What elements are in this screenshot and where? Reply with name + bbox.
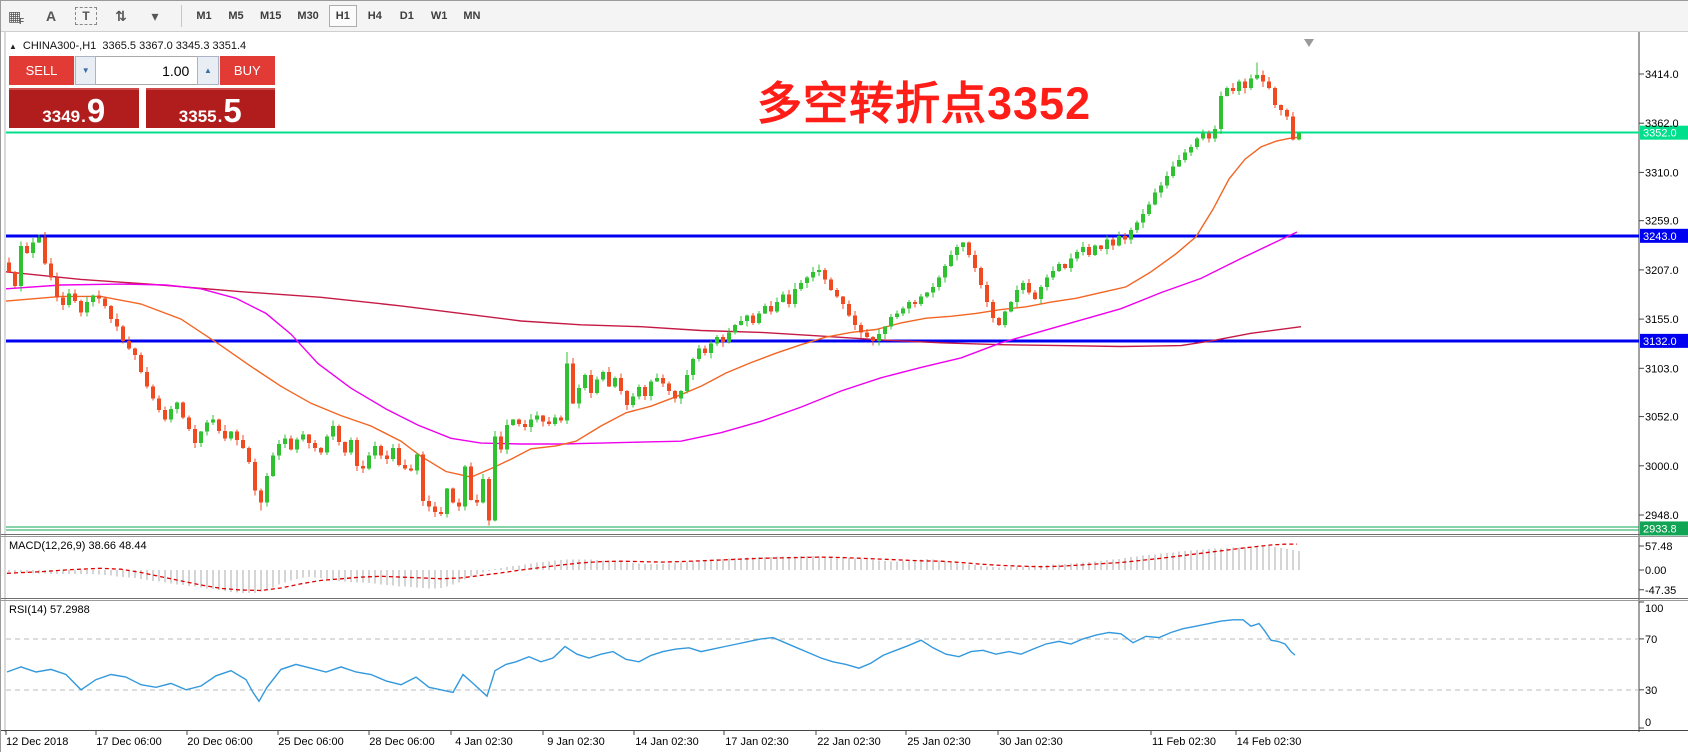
sell-price-pip: 9 <box>86 91 106 129</box>
time-axis: 12 Dec 2018 17 Dec 06:00 20 Dec 06:00 25 De… <box>5 731 1302 748</box>
buy-price-pip: 5 <box>223 91 242 129</box>
time-label: 4 Jan 02:30 <box>455 736 513 748</box>
svg-text:0: 0 <box>1645 717 1651 729</box>
symbol-period-label: CHINA300-,H1 <box>22 40 97 52</box>
sell-price-button[interactable]: 3349. 9 <box>9 88 139 128</box>
svg-text:3310.0: 3310.0 <box>1645 167 1679 179</box>
macd-label: MACD(12,26,9) 38.66 48.44 <box>9 540 147 552</box>
timeframe-button-mn[interactable]: MN <box>457 5 486 27</box>
chart-text-annotation: 多空转折点3352 <box>757 78 1092 129</box>
svg-text:3000.0: 3000.0 <box>1645 461 1679 473</box>
svg-text:3132.0: 3132.0 <box>1643 336 1677 348</box>
svg-text:0.00: 0.00 <box>1645 565 1666 577</box>
time-label: 30 Jan 02:30 <box>999 736 1063 748</box>
time-label: 28 Dec 06:00 <box>369 736 434 748</box>
svg-text:3362.0: 3362.0 <box>1645 118 1679 130</box>
svg-text:70: 70 <box>1645 634 1657 646</box>
svg-text:3352.0: 3352.0 <box>1643 128 1677 140</box>
price-tag-3243.0 <box>1640 228 1688 243</box>
ma-mid-magenta <box>5 231 1298 445</box>
chart-title-bar: ▲ CHINA300-,H1 3365.5 3367.0 3345.3 3351.… <box>9 40 246 52</box>
rsi-label: RSI(14) 57.2988 <box>9 604 90 616</box>
time-label: 9 Jan 02:30 <box>547 736 605 748</box>
svg-text:3414.0: 3414.0 <box>1645 69 1679 81</box>
price-axis: 3414.0 3362.0 3310.0 3259.0 3207.0 3155.0 3103… <box>1639 69 1679 522</box>
svg-text:2933.8: 2933.8 <box>1643 523 1677 535</box>
dropdown-caret-icon[interactable]: ▾ <box>151 7 159 24</box>
chart-collapse-icon[interactable]: ▲ <box>9 42 17 51</box>
caret-down-icon: ▼ <box>81 66 90 75</box>
one-click-trading-panel: SELL ▼ ▲ BUY 3349.9 3355.5 <box>9 56 275 128</box>
svg-text:3259.0: 3259.0 <box>1645 216 1679 228</box>
time-label: 25 Dec 06:00 <box>278 736 343 748</box>
svg-text:3207.0: 3207.0 <box>1645 265 1679 277</box>
timeframe-button-h1[interactable]: H1 <box>328 5 357 27</box>
candles <box>7 62 1301 526</box>
price-tags: 3352.0 3243.0 3132.0 2933.8 <box>1640 125 1688 536</box>
svg-text:-47.35: -47.35 <box>1645 585 1676 597</box>
svg-text:100: 100 <box>1645 603 1663 615</box>
rsi-line <box>6 619 1296 703</box>
svg-text:3103.0: 3103.0 <box>1645 363 1679 375</box>
ma-slow-crimson <box>5 271 1302 348</box>
svg-text:30: 30 <box>1645 685 1657 697</box>
horizontal-level-lines <box>6 131 1639 531</box>
svg-text:2948.0: 2948.0 <box>1645 510 1679 522</box>
top-toolbar: ▦ F A T ⇅ ▾ M1 M5 M15 M30 H1 H4 D1 W1 MN <box>1 1 1688 32</box>
time-label: 22 Jan 02:30 <box>817 736 881 748</box>
time-label: 11 Feb 02:30 <box>1152 736 1216 748</box>
caret-up-icon: ▲ <box>203 66 212 75</box>
timeframe-button-m15[interactable]: M15 <box>254 5 287 27</box>
time-label: 17 Jan 02:30 <box>725 736 789 748</box>
price-tag-2933.8 <box>1640 521 1688 536</box>
timeframe-button-h4[interactable]: H4 <box>361 5 389 27</box>
ohlc-values: 3365.5 3367.0 3345.3 3351.4 <box>102 40 247 52</box>
buy-price-button[interactable]: 3355. 5 <box>145 88 275 129</box>
svg-text:3243.0: 3243.0 <box>1643 231 1677 243</box>
time-label: 14 Feb 02:30 <box>1237 736 1302 748</box>
time-label: 12 Dec 2018 <box>6 736 68 748</box>
rsi-panel: 100 70 30 0 <box>6 601 1663 729</box>
cycle-arrows-icon[interactable]: ⇅ <box>115 7 127 24</box>
svg-text:3052.0: 3052.0 <box>1645 412 1679 424</box>
timeframe-button-group: M1 M5 M15 M30 H1 H4 D1 W1 MN <box>190 5 486 27</box>
sell-button[interactable]: SELL <box>9 56 76 85</box>
time-label: 17 Dec 06:00 <box>96 736 161 748</box>
macd-panel: 57.48 0.00 -47.35 <box>6 541 1676 597</box>
sell-price-main: 3349 <box>42 107 81 126</box>
icon-subscript: F <box>19 16 25 26</box>
toolbar-icon-group: ▦ F A T ⇅ ▾ <box>1 6 165 26</box>
scroll-end-marker-icon[interactable] <box>1304 39 1314 47</box>
buy-price-main: 3355 <box>178 107 217 126</box>
volume-input[interactable] <box>96 56 198 85</box>
svg-text:3155.0: 3155.0 <box>1645 314 1679 326</box>
market-depth-grid-icon[interactable]: ▦ F <box>7 7 25 26</box>
text-label-icon[interactable]: A <box>45 8 57 24</box>
svg-text:57.48: 57.48 <box>1645 541 1673 553</box>
text-box-icon[interactable]: T <box>75 7 97 25</box>
toolbar-separator <box>181 5 182 27</box>
price-tag-3352.0 <box>1640 125 1688 140</box>
moving-averages <box>5 136 1302 478</box>
timeframe-button-m1[interactable]: M1 <box>190 5 218 27</box>
timeframe-button-d1[interactable]: D1 <box>393 5 421 27</box>
price-tag-3132.0 <box>1640 333 1688 348</box>
timeframe-button-m30[interactable]: M30 <box>291 5 324 27</box>
ma-fast-orange <box>5 136 1298 478</box>
time-label: 25 Jan 02:30 <box>907 736 971 748</box>
time-label: 14 Jan 02:30 <box>635 736 699 748</box>
volume-decrease-button[interactable]: ▼ <box>75 56 97 85</box>
timeframe-button-w1[interactable]: W1 <box>425 5 454 27</box>
chart-frame <box>1 32 1688 752</box>
buy-button[interactable]: BUY <box>218 56 275 85</box>
chart-canvas[interactable]: 3352.0 3243.0 3132.0 2933.8 3414.0 3362.0 3310… <box>1 32 1688 752</box>
timeframe-button-m5[interactable]: M5 <box>222 5 250 27</box>
time-label: 20 Dec 06:00 <box>187 736 252 748</box>
volume-increase-button[interactable]: ▲ <box>197 56 219 85</box>
